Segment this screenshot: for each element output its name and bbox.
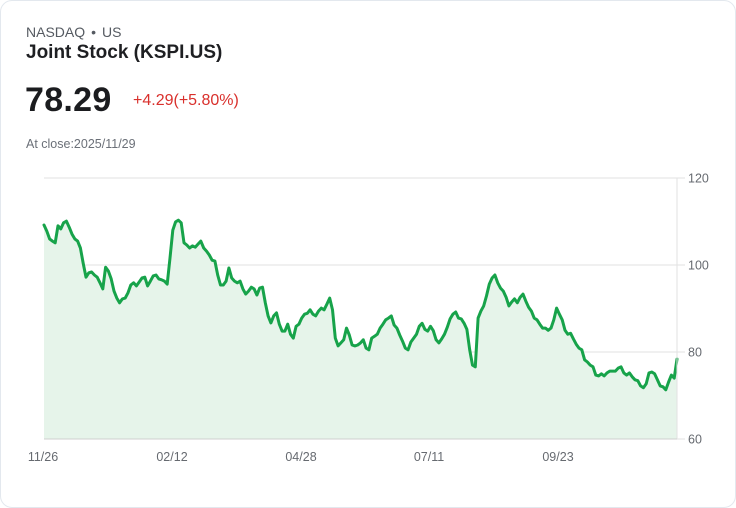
region: US <box>102 24 122 40</box>
price-line <box>42 218 679 392</box>
exchange-name: NASDAQ <box>26 24 86 40</box>
x-tick-label: 02/12 <box>156 450 187 464</box>
current-price: 78.29 <box>25 81 112 119</box>
y-axis-labels: 120 100 80 60 <box>688 172 709 447</box>
y-tick-label: 60 <box>688 433 702 447</box>
close-timestamp: At close:2025/11/29 <box>26 137 136 151</box>
y-tick-label: 100 <box>688 259 709 273</box>
x-tick-label: 09/23 <box>542 450 573 464</box>
y-tick-label: 120 <box>688 172 709 186</box>
y-tick-label: 80 <box>688 346 702 360</box>
exchange-line: NASDAQ • US <box>26 24 121 40</box>
x-tick-label: 04/28 <box>285 450 316 464</box>
separator-dot: • <box>91 24 97 40</box>
price-area-fill <box>44 220 677 439</box>
price-change: +4.29(+5.80%) <box>133 92 239 109</box>
x-tick-label: 11/26 <box>28 450 58 464</box>
x-axis-labels: 11/26 02/12 04/28 07/11 09/23 <box>28 450 574 464</box>
x-tick-label: 07/11 <box>414 450 444 464</box>
stock-title: Joint Stock (KSPI.US) <box>26 42 223 63</box>
price-chart[interactable]: 120 100 80 60 11/26 02/12 04/28 07/11 09/23 <box>1 161 736 481</box>
